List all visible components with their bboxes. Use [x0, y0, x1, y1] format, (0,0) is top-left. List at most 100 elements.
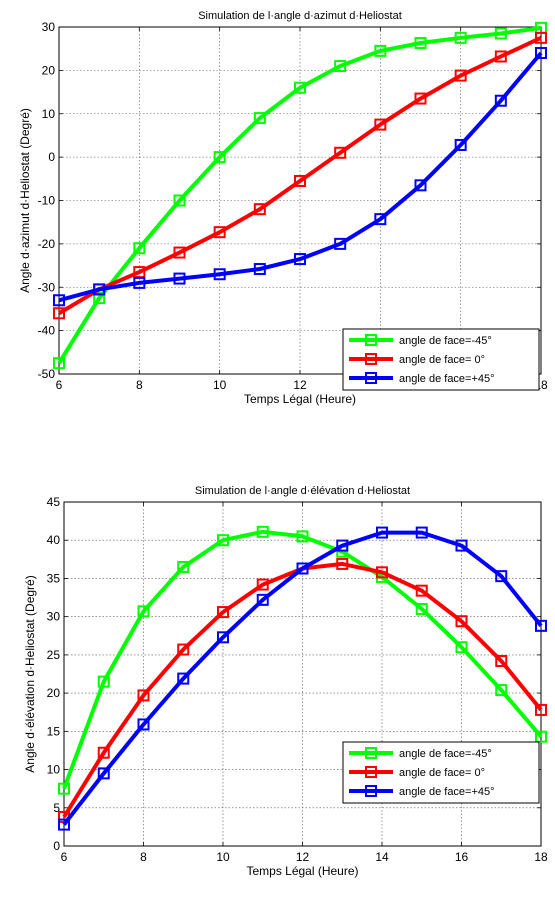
elevation-legend-marker-1 [365, 766, 377, 778]
elevation-y-tick-label: 30 [47, 610, 61, 624]
elevation-chart: 6 8 10 12 14 16 18 0 5 10 15 20 25 30 35 40 45 Simulation… [23, 485, 548, 878]
elevation-x-tick-label: 6 [61, 850, 68, 864]
elevation-series-2-marker [336, 539, 349, 552]
elevation-y-axis-label: Angle d·élévation d·Heliostat (Degré) [23, 575, 37, 772]
azimuth-legend-label-2: angle de face=+45° [399, 373, 495, 385]
elevation-y-tick-label: 15 [47, 724, 61, 738]
elevation-series-0-marker [535, 730, 547, 743]
azimuth-y-tick-label: 10 [42, 107, 56, 121]
azimuth-y-tick-label: 0 [48, 150, 55, 164]
azimuth-series-2-marker [133, 276, 146, 289]
elevation-series-2-marker [58, 818, 70, 831]
elevation-x-tick-label: 16 [455, 850, 469, 864]
elevation-series-0-marker [137, 605, 150, 618]
azimuth-chart: 681012141618-50-40-30-20-100102030Simula… [18, 10, 548, 406]
azimuth-x-tick-label: 6 [56, 378, 63, 392]
elevation-series-1-marker [177, 643, 190, 656]
elevation-x-tick-label: 12 [296, 850, 310, 864]
elevation-series-1-marker [455, 615, 468, 628]
elevation-x-axis-label: Temps Légal (Heure) [246, 864, 358, 878]
azimuth-y-axis-label: Angle d·azimut d·Heliostat (Degré) [18, 108, 32, 293]
azimuth-series-1-marker [213, 226, 226, 239]
azimuth-series-1-marker [535, 31, 547, 44]
azimuth-y-tick-label: -20 [38, 237, 56, 251]
elevation-series-0-marker [256, 525, 269, 538]
azimuth-series-1-marker [374, 118, 387, 131]
elevation-series-0-marker [296, 530, 309, 543]
elevation-series-0-marker [415, 603, 428, 616]
azimuth-series-0-marker [414, 37, 427, 50]
azimuth-series-1-marker [173, 246, 186, 259]
elevation-y-tick-label: 35 [47, 571, 61, 585]
azimuth-series-1-marker [334, 146, 347, 159]
elevation-legend-label-1: angle de face= 0° [399, 767, 485, 779]
azimuth-x-tick-label: 8 [136, 378, 143, 392]
elevation-series-0-marker [58, 782, 70, 795]
elevation-legend-label-0: angle de face=-45° [399, 748, 492, 760]
azimuth-series-0-marker [173, 194, 186, 207]
elevation-y-tick-label: 40 [47, 533, 61, 547]
elevation-series-2-marker [177, 672, 190, 685]
elevation-legend-label-2: angle de face=+45° [399, 786, 495, 798]
azimuth-series-2-marker [294, 253, 306, 266]
elevation-x-tick-label: 8 [140, 850, 147, 864]
azimuth-series-2-marker [93, 283, 106, 296]
elevation-series-2-marker [296, 562, 309, 575]
azimuth-series-0-marker [294, 81, 306, 94]
azimuth-series-0-marker [213, 151, 226, 164]
elevation-series-2-marker [256, 593, 269, 606]
elevation-series-2-marker [415, 526, 428, 539]
azimuth-series-line-1 [57, 35, 542, 316]
azimuth-series-1-marker [53, 307, 65, 320]
elevation-series-2-marker [495, 570, 508, 583]
azimuth-series-1-marker [414, 92, 427, 105]
azimuth-x-tick-label: 12 [293, 378, 307, 392]
elevation-legend: angle de face=-45° angle de face= 0° angle… [342, 741, 540, 804]
azimuth-series-line-2 [58, 51, 543, 303]
azimuth-series-1-marker [253, 203, 266, 216]
elevation-chart-title: Simulation de l·angle d·élévation d·Heli… [195, 485, 410, 497]
elevation-y-tick-label: 5 [53, 801, 60, 815]
azimuth-series-2-marker [414, 179, 427, 192]
elevation-series-2-marker [376, 526, 388, 539]
azimuth-series-2-marker [213, 268, 226, 281]
elevation-series-1-marker [256, 578, 269, 591]
azimuth-legend-label-0: angle de face=-45° [399, 335, 492, 347]
azimuth-legend: angle de face=-45° angle de face= 0° angle… [342, 328, 540, 391]
elevation-series-0-marker [495, 684, 508, 697]
azimuth-plot-area [59, 27, 541, 374]
azimuth-series-2-marker [253, 263, 266, 276]
azimuth-series-line-0 [57, 25, 542, 365]
elevation-series-1-marker [535, 703, 547, 716]
azimuth-series-0-marker [494, 27, 507, 40]
azimuth-x-axis-label: Temps Légal (Heure) [244, 392, 356, 406]
azimuth-series-0-marker [253, 112, 266, 125]
elevation-series-1-marker [97, 746, 110, 759]
elevation-series-2-marker [97, 767, 110, 780]
azimuth-legend-marker-1 [365, 353, 377, 365]
azimuth-series-0-marker [133, 242, 146, 255]
elevation-series-0-marker [455, 641, 468, 654]
azimuth-y-tick-label: -30 [38, 280, 56, 294]
elevation-y-tick-label: 0 [53, 839, 60, 853]
azimuth-y-tick-label: 20 [42, 63, 56, 77]
elevation-y-tick-label: 20 [47, 686, 61, 700]
azimuth-series-0-marker [53, 357, 65, 370]
elevation-series-1-marker [217, 606, 229, 619]
azimuth-chart-title: Simulation de l·angle d·azimut d·Heliost… [198, 10, 402, 22]
azimuth-series-0-marker [93, 292, 106, 305]
azimuth-y-tick-label: -50 [38, 367, 56, 381]
azimuth-series-2-marker [173, 272, 186, 285]
elevation-series-2-marker [455, 539, 468, 552]
elevation-series-0-marker [97, 675, 110, 688]
azimuth-series-1-marker [494, 50, 507, 63]
elevation-y-tick-label: 10 [47, 763, 61, 777]
azimuth-series-2-marker [53, 294, 65, 307]
azimuth-series-0-marker [454, 31, 467, 44]
elevation-series-2-marker [137, 718, 150, 731]
azimuth-series-2-marker [535, 47, 547, 60]
elevation-x-tick-label: 10 [216, 850, 230, 864]
azimuth-legend-marker-2 [365, 372, 377, 384]
elevation-x-tick-label: 18 [534, 850, 548, 864]
